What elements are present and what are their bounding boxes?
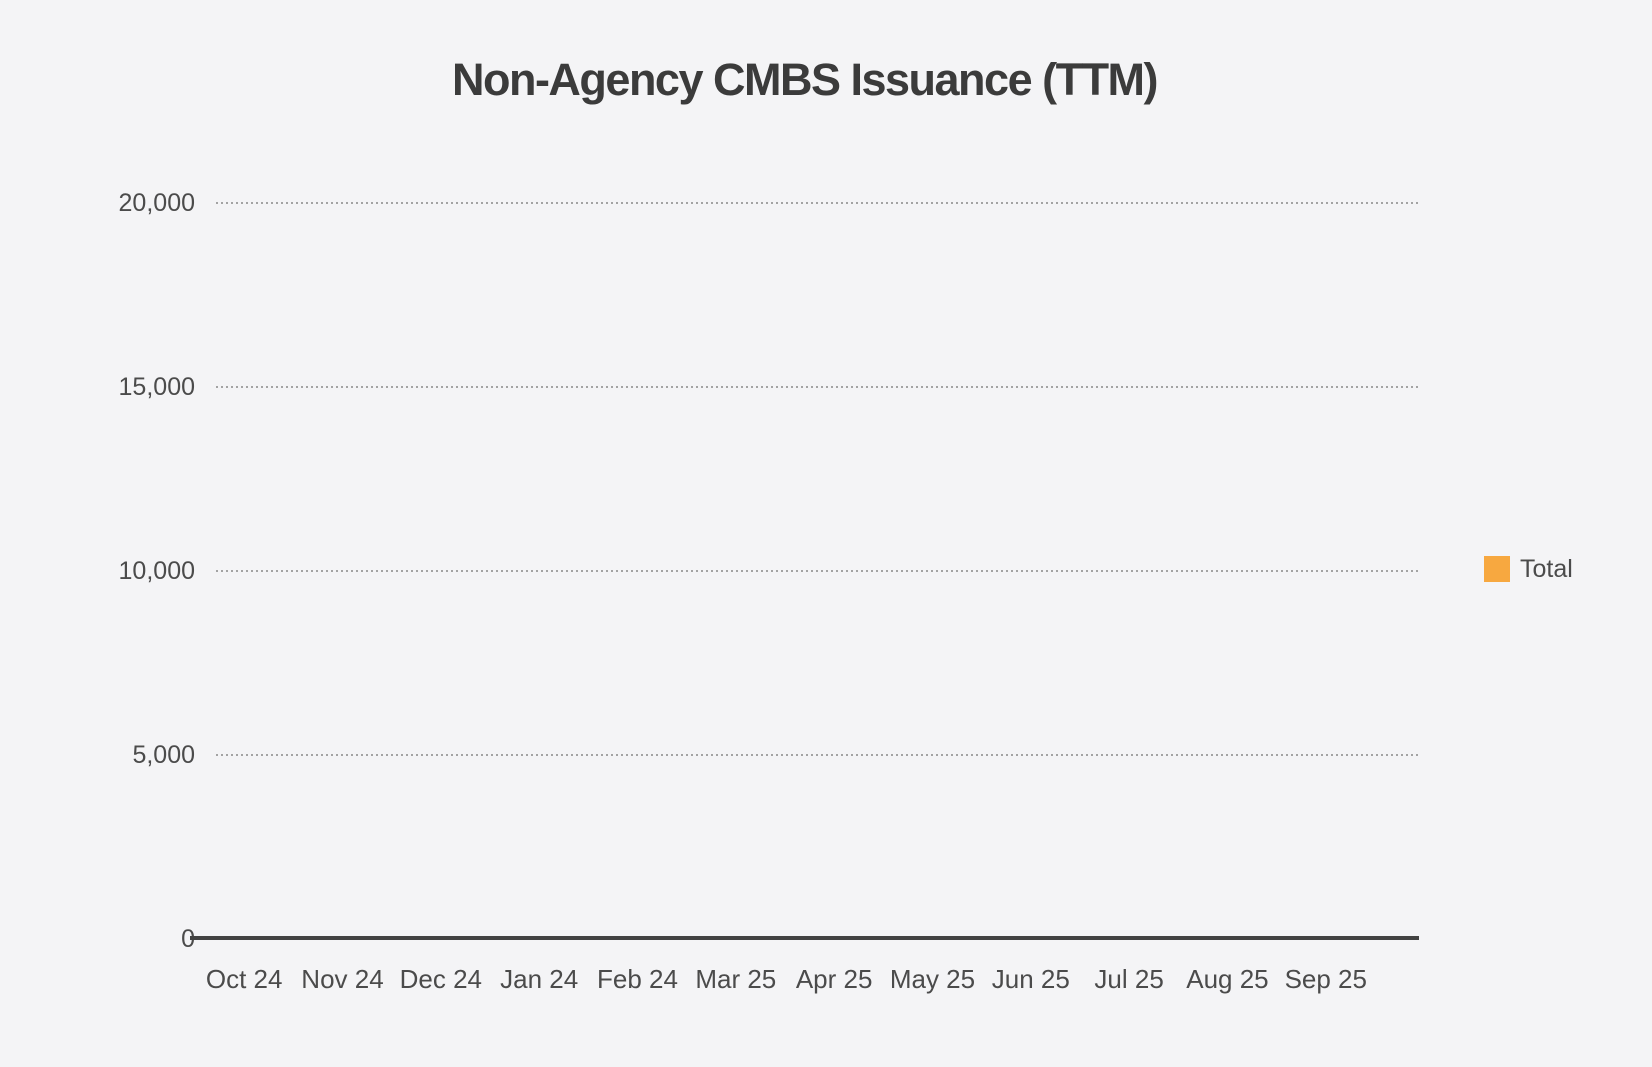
x-axis-tick-label: Apr 25 xyxy=(795,964,873,994)
x-axis-line xyxy=(190,936,1419,940)
y-axis-tick-label-20000: 20,000 xyxy=(118,189,195,217)
x-axis-tick-label: Sep 25 xyxy=(1284,964,1367,994)
x-axis-tick-label: Feb 24 xyxy=(597,964,678,994)
x-axis-tick-label: May 25 xyxy=(889,964,976,994)
x-axis-tick-label: Oct 24 xyxy=(205,964,283,994)
x-axis-tick-label: Jul 25 xyxy=(1094,964,1164,994)
legend-label: Total xyxy=(1520,555,1573,583)
chart-title: Non-Agency CMBS Issuance (TTM) xyxy=(451,54,1159,105)
y-axis-tick-label-5000: 5,000 xyxy=(132,741,195,769)
x-axis-tick-label: Aug 25 xyxy=(1186,964,1269,994)
gridline-15000 xyxy=(216,386,1419,388)
gridline-20000 xyxy=(216,202,1419,204)
x-axis-tick-label: Jun 25 xyxy=(991,964,1070,994)
x-axis-tick-label: Jan 24 xyxy=(500,964,579,994)
plot-area xyxy=(190,203,1419,936)
x-axis-tick-label: Dec 24 xyxy=(399,964,483,994)
y-axis-tick-label-0: 0 xyxy=(181,925,195,953)
gridline-10000 xyxy=(216,570,1419,572)
y-axis-tick-label-10000: 10,000 xyxy=(118,557,195,585)
legend-item-total[interactable]: Total xyxy=(1484,556,1573,582)
x-axis-tick-label: Mar 25 xyxy=(695,964,777,994)
legend-swatch-icon xyxy=(1484,556,1510,582)
gridline-5000 xyxy=(216,754,1419,756)
x-axis-tick-labels: Oct 24 Nov 24 Dec 24 Jan 24 Feb 24 Mar 2… xyxy=(195,962,1375,996)
x-axis-tick-label: Nov 24 xyxy=(301,964,384,994)
y-axis-tick-label-15000: 15,000 xyxy=(118,373,195,401)
